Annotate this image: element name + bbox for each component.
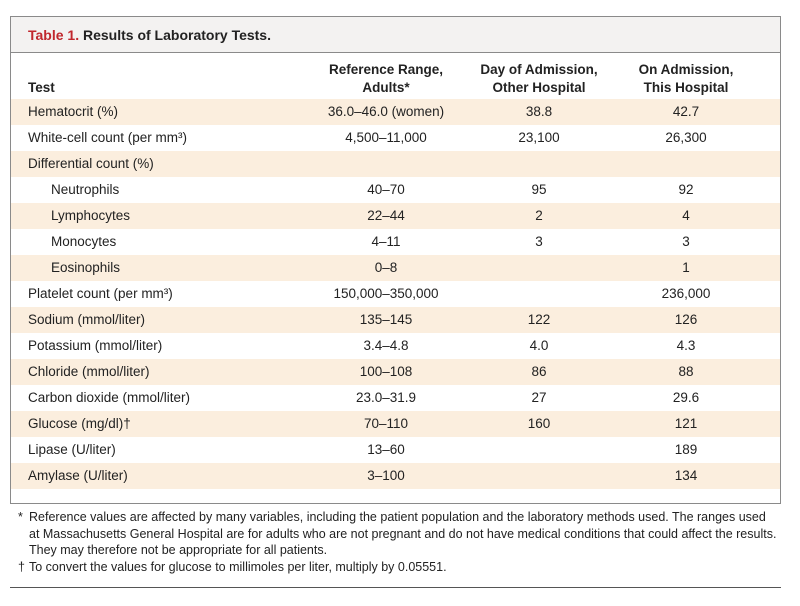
cell-test: Platelet count (per mm³) [28,286,173,301]
cell-test: Carbon dioxide (mmol/liter) [28,390,191,405]
cell-this-hospital: 1 [682,260,690,275]
cell-other-hospital: 160 [527,416,551,431]
table-row: Hematocrit (%) 36.0–46.0 (women) 38.8 42.7 [11,99,780,125]
cell-other-hospital: 95 [531,182,547,197]
cell-this-hospital: 134 [674,468,698,483]
table-row: Chloride (mmol/liter) 100–108 86 88 [11,359,780,385]
table-row: Amylase (U/liter) 3–100 134 [11,463,780,489]
table-caption-bar: Table 1. Results of Laboratory Tests. [11,17,780,53]
table-row: Lipase (U/liter) 13–60 189 [11,437,780,463]
cell-test: Monocytes [51,234,117,249]
footnote: * Reference values are affected by many v… [18,509,778,559]
cell-this-hospital: 236,000 [661,286,711,301]
table-row: Carbon dioxide (mmol/liter) 23.0–31.9 27 29… [11,385,780,411]
cell-other-hospital: 23,100 [518,130,560,145]
table-row: White-cell count (per mm³) 4,500–11,000 23… [11,125,780,151]
footnote-mark: * [18,510,23,524]
cell-test: Glucose (mg/dl)† [28,416,131,431]
header-other-hospital: Day of Admission, Other Hospital [469,61,609,97]
header-other-line2: Other Hospital [492,80,586,95]
cell-test: Amylase (U/liter) [28,468,128,483]
header-this-hospital: On Admission, This Hospital [623,61,749,97]
cell-reference-range: 3–100 [367,468,405,483]
bottom-rule [10,587,781,588]
footnote-text: To convert the values for glucose to mil… [29,559,447,574]
cell-this-hospital: 4 [682,208,690,223]
footnotes: * Reference values are affected by many v… [18,509,778,575]
cell-reference-range: 3.4–4.8 [363,338,409,353]
table-row: Monocytes 4–11 3 3 [11,229,780,255]
header-test: Test [28,80,55,95]
cell-test: Differential count (%) [28,156,154,171]
table-number: Table 1. [28,27,80,43]
cell-this-hospital: 121 [674,416,698,431]
cell-this-hospital: 4.3 [676,338,696,353]
cell-test: White-cell count (per mm³) [28,130,188,145]
cell-test: Sodium (mmol/liter) [28,312,146,327]
cell-other-hospital: 86 [531,364,547,379]
cell-this-hospital: 88 [678,364,694,379]
cell-test: Hematocrit (%) [28,104,119,119]
cell-this-hospital: 92 [678,182,694,197]
cell-test: Chloride (mmol/liter) [28,364,150,379]
footnote-mark: † [18,559,25,574]
table-row: Sodium (mmol/liter) 135–145 122 126 [11,307,780,333]
cell-other-hospital: 3 [535,234,543,249]
cell-reference-range: 40–70 [367,182,405,197]
lab-results-table: Table 1. Results of Laboratory Tests. Te… [10,16,781,504]
cell-this-hospital: 189 [674,442,698,457]
header-other-line1: Day of Admission, [480,62,598,77]
footnote-text: Reference values are affected by many va… [29,510,777,557]
cell-this-hospital: 26,300 [665,130,707,145]
cell-test: Potassium (mmol/liter) [28,338,163,353]
header-reference-line1: Reference Range, [328,62,444,77]
cell-test: Lymphocytes [51,208,131,223]
cell-reference-range: 22–44 [367,208,405,223]
cell-other-hospital: 122 [527,312,551,327]
cell-test: Lipase (U/liter) [28,442,116,457]
cell-this-hospital: 42.7 [672,104,700,119]
table-row: Platelet count (per mm³) 150,000–350,000 2… [11,281,780,307]
table-row: Lymphocytes 22–44 2 4 [11,203,780,229]
header-reference-range: Reference Range, Adults* [327,61,445,97]
table-row: Eosinophils 0–8 1 [11,255,780,281]
cell-reference-range: 13–60 [367,442,405,457]
header-this-line1: On Admission, [638,62,734,77]
cell-reference-range: 23.0–31.9 [355,390,417,405]
table-caption: Table 1. Results of Laboratory Tests. [28,27,271,43]
table-row: Differential count (%) [11,151,780,177]
cell-reference-range: 135–145 [359,312,413,327]
table-row: Potassium (mmol/liter) 3.4–4.8 4.0 4.3 [11,333,780,359]
cell-this-hospital: 29.6 [672,390,700,405]
cell-other-hospital: 38.8 [525,104,553,119]
cell-test: Neutrophils [51,182,120,197]
cell-reference-range: 70–110 [363,416,409,431]
cell-reference-range: 4–11 [371,234,401,249]
cell-other-hospital: 4.0 [529,338,549,353]
cell-other-hospital: 27 [531,390,547,405]
cell-this-hospital: 3 [682,234,690,249]
table-row: Glucose (mg/dl)† 70–110 160 121 [11,411,780,437]
cell-reference-range: 0–8 [374,260,398,275]
cell-other-hospital: 2 [535,208,543,223]
table-title: Results of Laboratory Tests. [82,27,271,43]
footnote: † To convert the values for glucose to mi… [18,559,778,576]
header-reference-line2: Adults* [362,80,410,95]
cell-this-hospital: 126 [674,312,698,327]
header-this-line2: This Hospital [643,80,729,95]
cell-reference-range: 150,000–350,000 [333,286,439,301]
table-row: Neutrophils 40–70 95 92 [11,177,780,203]
cell-reference-range: 4,500–11,000 [345,130,427,145]
cell-reference-range: 36.0–46.0 (women) [327,104,445,119]
cell-reference-range: 100–108 [359,364,413,379]
table-body: Hematocrit (%) 36.0–46.0 (women) 38.8 42.7 W… [11,99,780,489]
cell-test: Eosinophils [51,260,121,275]
